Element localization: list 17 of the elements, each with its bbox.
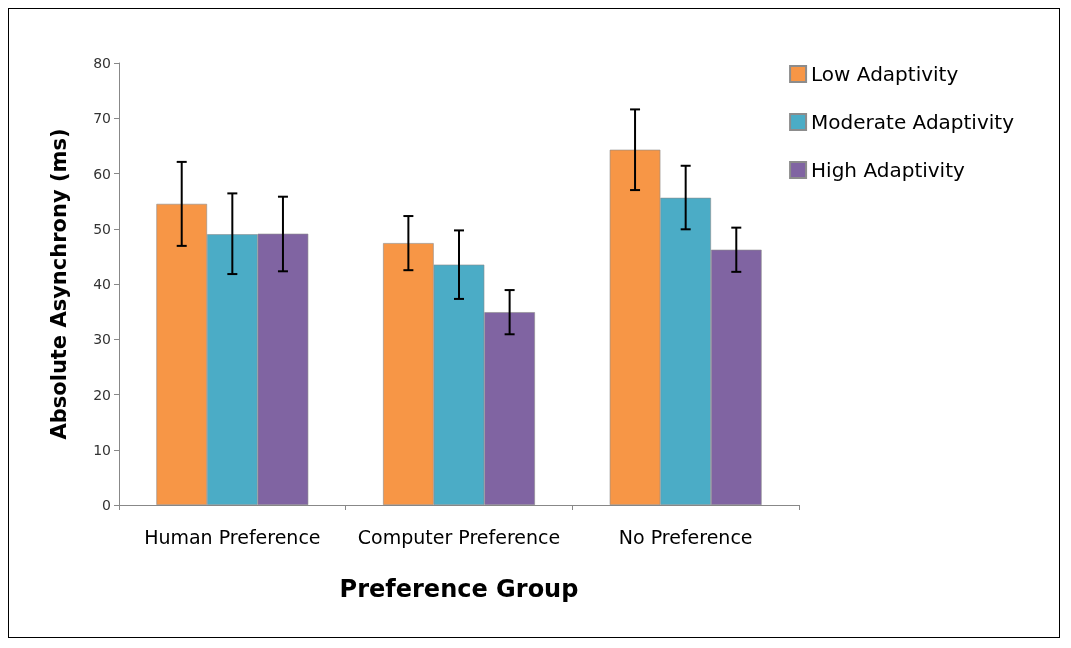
y-tick-label: 70 [93, 110, 111, 127]
y-tick-label: 10 [93, 441, 111, 458]
y-tick-label: 40 [93, 276, 111, 292]
y-tick-label: 80 [93, 55, 111, 71]
x-tick-label: Human Preference [144, 525, 321, 548]
legend-label: Low Adaptivity [811, 62, 959, 86]
y-tick-label: 50 [93, 220, 111, 237]
x-tick-label: No Preference [618, 525, 753, 548]
y-tick-label: 20 [93, 386, 111, 403]
y-tick-label: 60 [93, 165, 111, 182]
y-axis-title: Absolute Asynchrony (ms) [46, 128, 71, 440]
x-tick-label: Computer Preference [357, 525, 561, 548]
y-tick-label: 30 [93, 331, 111, 348]
y-tick-label: 0 [102, 497, 111, 513]
x-axis-title: Preference Group [339, 575, 579, 603]
legend-label: Moderate Adaptivity [811, 110, 1015, 134]
legend-label: High Adaptivity [811, 158, 966, 182]
